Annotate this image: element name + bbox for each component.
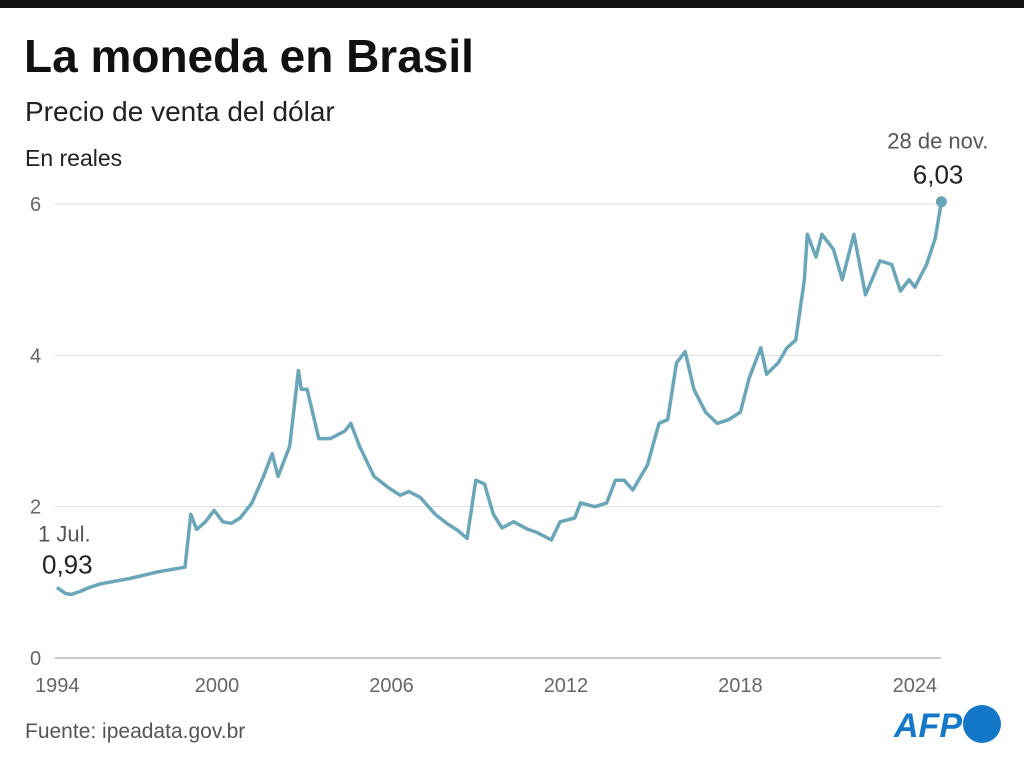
x-tick-label: 1994 [35, 675, 80, 697]
logo-circle [963, 705, 1001, 743]
end-point [935, 196, 947, 208]
x-tick-label: 2006 [369, 675, 414, 697]
line [56, 201, 944, 597]
annotation-date: 28 de nov. [887, 129, 988, 154]
y-tick-label: 2 [30, 497, 41, 519]
x-tick-label: 2018 [718, 675, 763, 697]
x-tick-label: 2024 [893, 675, 938, 697]
source: Fuente: ipeadata.gov.br [25, 720, 245, 743]
chart-title: La moneda en Brasil [24, 30, 474, 82]
logo: AFP [893, 707, 962, 745]
unit-label: En reales [25, 145, 122, 171]
y-tick-label: 6 [30, 194, 41, 216]
x-tick-label: 2012 [544, 675, 589, 697]
y-tick-label: 4 [30, 345, 41, 367]
annotation-date: 1 Jul. [38, 522, 91, 547]
annotation-value: 6,03 [913, 160, 964, 190]
y-tick-label: 0 [30, 648, 41, 670]
annotation-value: 0,93 [42, 550, 93, 580]
chart-subtitle: Precio de venta del dólar [25, 96, 335, 127]
top-bar [0, 0, 1024, 8]
x-tick-label: 2000 [195, 675, 240, 697]
